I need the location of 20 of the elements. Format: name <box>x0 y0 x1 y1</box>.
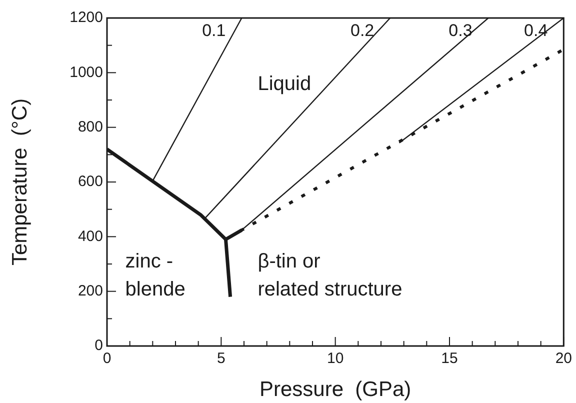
x-tick-label: 15 <box>441 350 458 368</box>
y-tick-label: 0 <box>94 337 103 354</box>
x-tick-label: 5 <box>216 350 226 368</box>
series-label: 0.2 <box>350 21 374 40</box>
y-axis-title: Temperature (°C) <box>8 98 32 266</box>
annotation: β-tin or related structure <box>258 250 402 300</box>
x-axis-title: Pressure (GPa) <box>259 378 412 402</box>
annotation: zinc - blende <box>125 250 186 300</box>
annotation: Liquid <box>258 73 312 96</box>
series-label: 0.1 <box>202 21 226 40</box>
x-tick-label: 10 <box>326 350 344 368</box>
series-label: 0.4 <box>524 21 548 40</box>
y-tick-label: 400 <box>78 228 103 245</box>
y-tick-label: 800 <box>78 118 103 136</box>
y-tick-label: 200 <box>78 282 103 300</box>
x-tick-label: 20 <box>555 350 572 368</box>
series-label: 0.3 <box>448 21 472 40</box>
y-tick-label: 1200 <box>70 9 103 26</box>
y-tick-label: 1000 <box>70 64 103 81</box>
y-tick-label: 600 <box>78 173 103 190</box>
